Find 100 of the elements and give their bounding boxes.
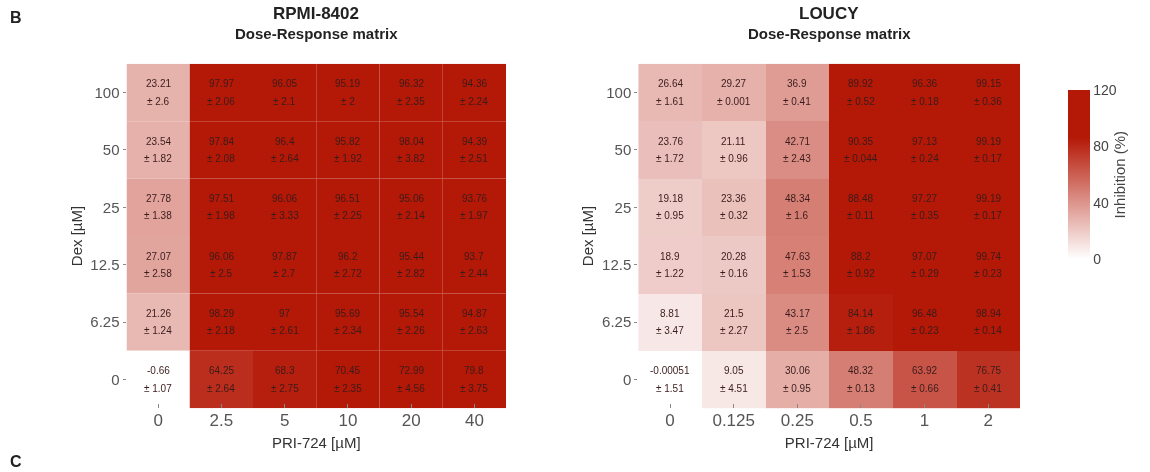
x-tick-label: 40 <box>464 411 484 431</box>
annotation: ± 3.47 <box>656 325 685 336</box>
data-label: 79.8 <box>464 365 484 376</box>
x-tick-label: 0 <box>153 411 163 431</box>
x-tick-label: 20 <box>401 411 421 431</box>
annotation: ± 2.18 <box>207 325 236 336</box>
chart-subtitle: Dose-Response matrix <box>748 25 912 42</box>
y-tick-label: 0 <box>111 370 120 388</box>
annotation: ± 0.11 <box>847 210 875 221</box>
annotation: ± 0.96 <box>720 153 749 164</box>
annotation: ± 2.64 <box>271 153 300 164</box>
annotation: ± 3.33 <box>271 210 300 221</box>
data-label: 36.9 <box>787 78 807 89</box>
data-label: 99.15 <box>976 78 1002 89</box>
annotation: ± 1.07 <box>144 383 173 394</box>
annotation: ± 0.17 <box>974 153 1003 164</box>
data-label: 90.35 <box>848 136 874 147</box>
color-bar-label: 80 <box>1093 138 1110 155</box>
annotation: ± 0.35 <box>911 210 940 221</box>
annotation: ± 1.53 <box>783 268 812 279</box>
annotation: ± 1.92 <box>334 153 363 164</box>
annotation: ± 2.82 <box>397 268 426 279</box>
annotation: ± 1.72 <box>656 153 685 164</box>
text: C <box>10 453 22 470</box>
annotation: ± 2.1 <box>273 96 296 107</box>
data-label: 99.19 <box>976 193 1002 204</box>
x-axis-title: PRI-724 [µM] <box>784 434 874 452</box>
annotation: ± 0.001 <box>717 96 751 107</box>
annotation: ± 2.64 <box>207 383 236 394</box>
data-label: 93.7 <box>464 251 484 262</box>
data-label: 19.18 <box>658 193 684 204</box>
data-label: 97.13 <box>912 136 938 147</box>
data-label: 98.29 <box>209 308 235 319</box>
annotation: ± 0.29 <box>911 268 940 279</box>
data-label: 20.28 <box>721 251 747 262</box>
data-label: 27.07 <box>146 251 172 262</box>
annotation: ± 0.41 <box>783 96 812 107</box>
y-tick-label: 100 <box>606 83 632 101</box>
data-label: 43.17 <box>785 308 811 319</box>
data-label: 96.51 <box>335 193 361 204</box>
data-label: 96.2 <box>338 251 358 262</box>
data-label: 97 <box>279 308 291 319</box>
annotation: ± 1.22 <box>656 268 685 279</box>
y-tick-label: 6.25 <box>90 313 120 331</box>
data-label: 95.44 <box>399 251 425 262</box>
data-label: 48.32 <box>848 365 874 376</box>
data-label: 84.14 <box>848 308 874 319</box>
annotation: ± 2 <box>341 96 356 107</box>
annotation: ± 0.95 <box>783 383 812 394</box>
data-label: 96.48 <box>912 308 938 319</box>
x-tick-label: 0 <box>665 411 675 431</box>
annotation: ± 1.51 <box>656 383 685 394</box>
data-label: 96.36 <box>912 78 938 89</box>
text: B <box>10 9 22 26</box>
data-label: 95.06 <box>399 193 425 204</box>
data-label: 98.04 <box>399 136 425 147</box>
annotation: ± 0.23 <box>911 325 940 336</box>
data-label: 23.21 <box>146 78 172 89</box>
annotation: ± 2.08 <box>207 153 236 164</box>
annotation: ± 2.44 <box>460 268 489 279</box>
annotation: ± 1.24 <box>144 325 173 336</box>
annotation: ± 0.044 <box>844 153 878 164</box>
annotation: ± 2.5 <box>210 268 233 279</box>
annotation: ± 1.82 <box>144 153 173 164</box>
data-label: 76.75 <box>976 365 1002 376</box>
annotation: ± 1.6 <box>786 210 809 221</box>
data-label: 23.54 <box>146 136 172 147</box>
chart-subtitle: Dose-Response matrix <box>235 25 399 42</box>
x-tick-label: 5 <box>279 411 290 431</box>
annotation: ± 2.27 <box>720 325 749 336</box>
annotation: ± 3.82 <box>397 153 426 164</box>
annotation: ± 0.23 <box>974 268 1003 279</box>
annotation: ± 2.72 <box>334 268 363 279</box>
data-label: 99.74 <box>976 251 1002 262</box>
data-label: 94.39 <box>462 136 488 147</box>
annotation: ± 2.35 <box>334 383 363 394</box>
color-bar-title: Inhibition (%) <box>1111 130 1129 219</box>
data-label: 96.4 <box>275 136 295 147</box>
data-label: 95.54 <box>399 308 425 319</box>
annotation: ± 0.41 <box>974 383 1003 394</box>
data-label: 27.78 <box>146 193 172 204</box>
y-tick-label: 25 <box>102 198 120 216</box>
annotation: ± 2.58 <box>144 268 173 279</box>
chart-title: RPMI-8402 <box>273 4 359 23</box>
data-label: 96.32 <box>399 78 425 89</box>
data-label: 29.27 <box>721 78 747 89</box>
data-label: 23.76 <box>658 136 684 147</box>
y-tick-label: 12.5 <box>602 255 632 273</box>
color-bar-label: 120 <box>1093 82 1117 99</box>
x-tick-label: 2.5 <box>209 411 234 431</box>
data-label: 93.76 <box>462 193 488 204</box>
x-tick-label: 0.5 <box>849 411 873 431</box>
annotation: ± 2.35 <box>397 96 426 107</box>
annotation: ± 1.98 <box>207 210 236 221</box>
annotation: ± 2.7 <box>273 268 296 279</box>
data-label: 8.81 <box>660 308 680 319</box>
data-label: 95.19 <box>335 78 361 89</box>
data-label: 96.06 <box>272 193 298 204</box>
data-label: 70.45 <box>335 365 361 376</box>
y-axis-title: Dex [µM] <box>67 205 85 267</box>
